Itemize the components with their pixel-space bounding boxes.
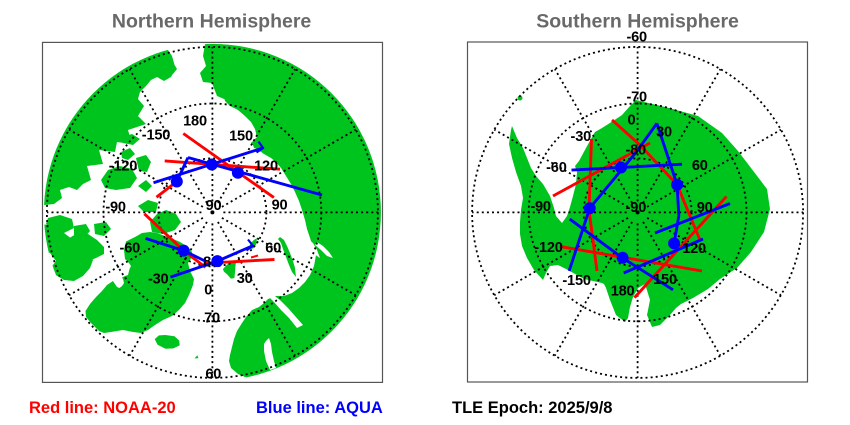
svg-text:-90: -90	[105, 200, 126, 216]
svg-text:-120: -120	[534, 240, 562, 256]
svg-text:90: 90	[206, 198, 222, 214]
svg-text:-60: -60	[546, 160, 567, 176]
svg-text:30: 30	[237, 271, 253, 287]
svg-text:-70: -70	[626, 89, 647, 105]
svg-text:-30: -30	[148, 272, 169, 288]
svg-text:60: 60	[692, 158, 708, 174]
svg-text:-150: -150	[142, 128, 170, 144]
svg-text:90: 90	[272, 198, 288, 214]
svg-text:150: 150	[653, 272, 677, 288]
svg-text:0: 0	[628, 113, 636, 129]
svg-text:30: 30	[656, 125, 672, 141]
svg-text:120: 120	[682, 241, 706, 257]
svg-text:70: 70	[204, 311, 220, 327]
svg-text:-80: -80	[625, 143, 646, 159]
svg-text:-60: -60	[626, 30, 647, 46]
svg-text:90: 90	[697, 200, 713, 216]
svg-text:Blue line: AQUA: Blue line: AQUA	[256, 399, 383, 417]
svg-text:150: 150	[229, 129, 253, 145]
svg-text:60: 60	[265, 241, 281, 257]
svg-text:180: 180	[611, 284, 635, 300]
svg-text:-120: -120	[109, 159, 137, 175]
svg-text:120: 120	[254, 159, 278, 175]
svg-text:180: 180	[183, 114, 207, 130]
svg-text:60: 60	[205, 367, 221, 383]
svg-text:Red line: NOAA-20: Red line: NOAA-20	[29, 399, 176, 417]
svg-text:TLE Epoch: 2025/9/8: TLE Epoch: 2025/9/8	[452, 399, 612, 417]
svg-text:-30: -30	[571, 129, 592, 145]
svg-text:0: 0	[204, 283, 212, 299]
svg-text:-150: -150	[562, 273, 590, 289]
svg-text:-60: -60	[120, 241, 141, 257]
svg-text:Southern Hemisphere: Southern Hemisphere	[536, 11, 739, 33]
svg-text:-90: -90	[626, 200, 647, 216]
svg-text:Northern Hemisphere: Northern Hemisphere	[112, 11, 312, 33]
svg-text:-90: -90	[530, 199, 551, 215]
